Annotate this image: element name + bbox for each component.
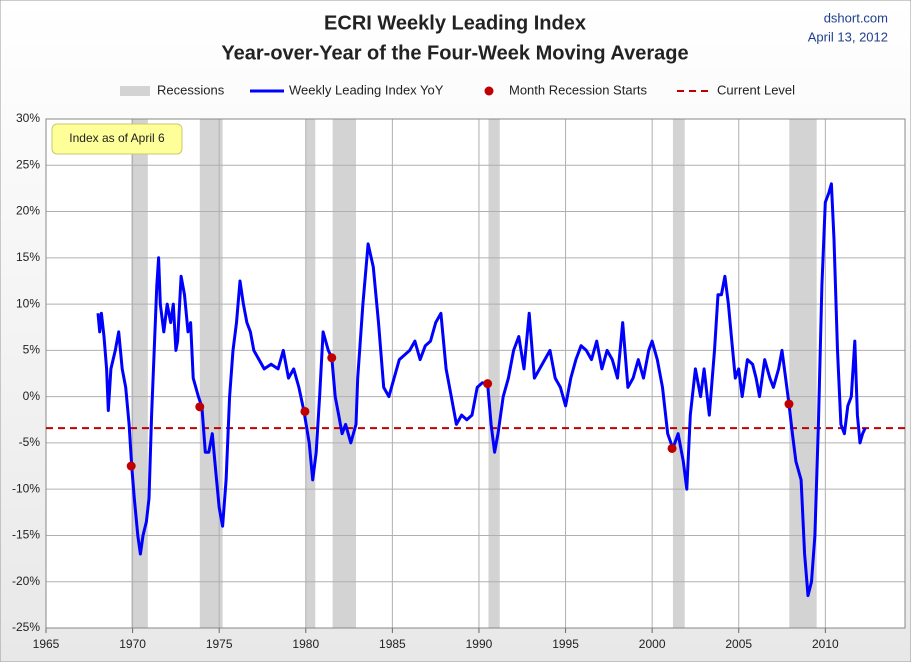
date: April 13, 2012 — [808, 29, 888, 44]
y-tick-label: -5% — [19, 435, 41, 449]
legend-label: Current Level — [717, 82, 795, 97]
recession-start-dot — [667, 443, 677, 453]
x-tick-label: 1975 — [206, 637, 233, 651]
y-tick-label: 0% — [23, 389, 41, 403]
source: dshort.com — [824, 10, 888, 25]
y-tick-label: -20% — [12, 574, 40, 588]
index-line — [96, 182, 867, 598]
y-tick-label: 15% — [16, 250, 40, 264]
recession-start-dot — [483, 379, 493, 389]
y-tick-label: -25% — [12, 620, 40, 634]
y-tick-label: 5% — [23, 343, 41, 357]
recession-start-dot — [126, 461, 136, 471]
legend-label: Weekly Leading Index YoY — [289, 82, 444, 97]
recession-start-dot — [300, 406, 310, 416]
legend-label: Month Recession Starts — [509, 82, 648, 97]
x-tick-label: 2000 — [639, 637, 666, 651]
legend-label: Recessions — [157, 82, 225, 97]
plot-border — [45, 118, 906, 629]
legend-swatch — [120, 86, 150, 96]
x-tick-label: 1965 — [33, 637, 60, 651]
y-tick-label: 25% — [16, 157, 40, 171]
x-tick-label: 1970 — [119, 637, 146, 651]
annotation: Index as of April 6 — [69, 131, 165, 145]
recession-band — [672, 119, 685, 628]
recession-band — [305, 119, 316, 628]
y-tick-label: 30% — [16, 111, 40, 125]
recession-band — [332, 119, 357, 628]
x-tick-label: 1995 — [552, 637, 579, 651]
recession-start-dot — [327, 353, 337, 363]
recession-band — [488, 119, 500, 628]
x-tick-label: 1980 — [292, 637, 319, 651]
annotation-box — [51, 123, 183, 155]
x-tick-label: 1985 — [379, 637, 406, 651]
y-tick-label: -10% — [12, 481, 40, 495]
chart-title: ECRI Weekly Leading Index — [324, 12, 586, 34]
recession-band — [199, 119, 223, 628]
x-tick-label: 1990 — [466, 637, 493, 651]
recession-start-dot — [195, 402, 205, 412]
x-tick-label: 2010 — [812, 637, 839, 651]
y-tick-label: 10% — [16, 296, 40, 310]
recession-start-dot — [784, 399, 794, 409]
x-tick-label: 2005 — [725, 637, 752, 651]
legend-swatch — [484, 86, 494, 96]
chart-subtitle: Year-over-Year of the Four-Week Moving A… — [221, 42, 688, 64]
y-tick-label: 20% — [16, 204, 40, 218]
y-tick-label: -15% — [12, 528, 40, 542]
